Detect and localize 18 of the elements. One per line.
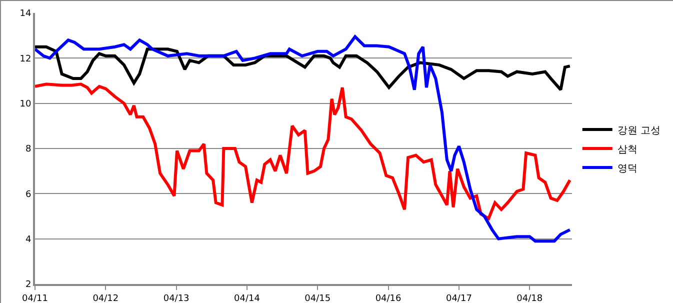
legend-label: 삼척 [617,144,638,156]
x-tick-label: 04/18 [516,294,543,303]
x-tick-label: 04/17 [446,294,472,303]
y-tick-label: 8 [25,144,32,155]
x-tick-label: 04/14 [234,294,260,303]
y-tick-label: 10 [20,99,32,110]
x-tick-label: 04/15 [304,294,331,303]
x-tick-label: 04/11 [22,294,48,303]
y-tick-label: 14 [20,9,32,20]
y-tick-label: 2 [25,280,32,290]
y-tick-label: 4 [25,234,32,245]
x-tick-label: 04/16 [375,294,402,303]
x-tick-label: 04/13 [163,294,190,303]
legend-label: 강원 고성 [617,125,661,136]
y-tick-label: 6 [25,190,32,200]
y-tick-label: 12 [20,54,32,64]
x-tick-label: 04/12 [92,294,119,303]
legend-label: 영덕 [617,163,638,174]
